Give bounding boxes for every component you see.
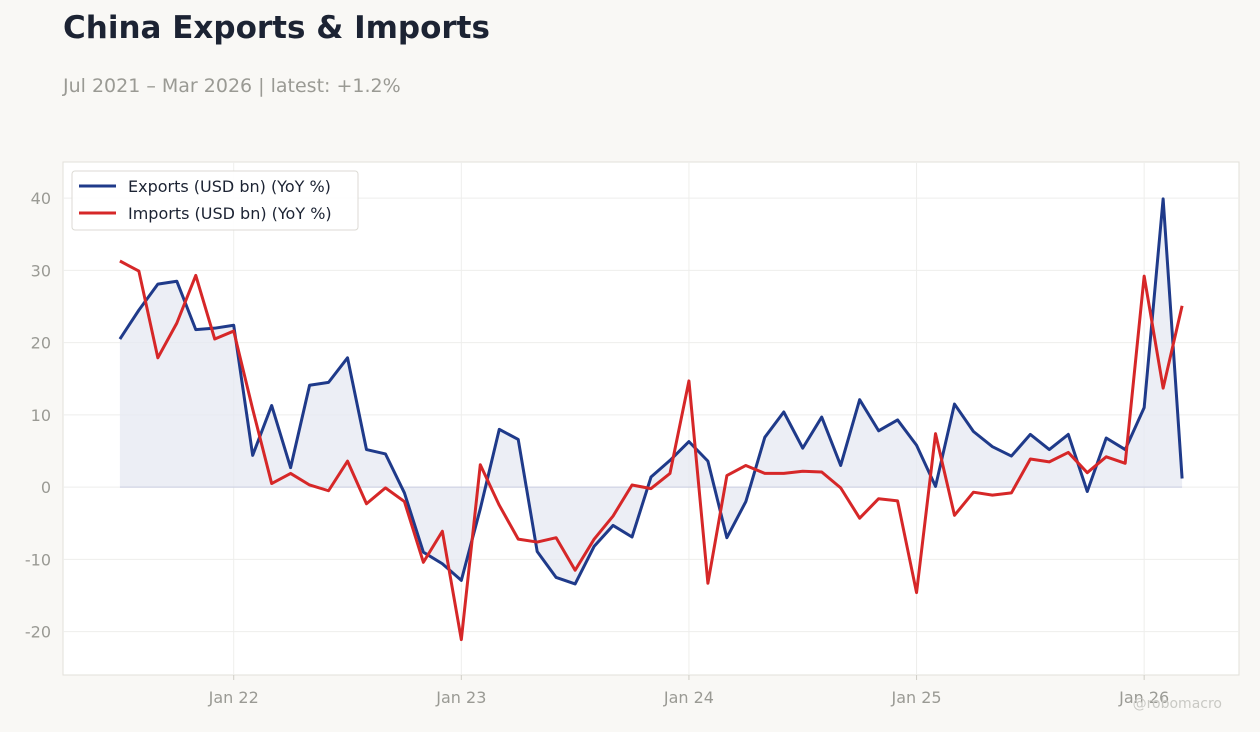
legend-label: Exports (USD bn) (YoY %)	[128, 177, 331, 196]
exports-line	[118, 197, 1184, 586]
legend: Exports (USD bn) (YoY %) Imports (USD bn)…	[71, 170, 359, 231]
y-tick-label: 30	[31, 261, 51, 280]
plot-background	[62, 161, 1240, 676]
y-tick-label: 40	[31, 189, 51, 208]
imports-line	[119, 259, 1184, 642]
chart-subtitle: Jul 2021 – Mar 2026 | latest: +1.2%	[63, 75, 401, 97]
watermark: @robomacro	[1132, 696, 1222, 712]
y-tick-label: 0	[41, 478, 51, 497]
y-tick-label: -10	[25, 550, 51, 569]
x-tick-label: Jan 24	[663, 688, 714, 707]
chart-title: China Exports & Imports	[63, 10, 490, 46]
y-tick-label: 20	[31, 334, 51, 353]
y-tick-label: -20	[25, 623, 51, 642]
x-tick-label: Jan 22	[208, 688, 259, 707]
legend-label: Imports (USD bn) (YoY %)	[128, 204, 332, 223]
y-tick-label: 10	[31, 406, 51, 425]
x-tick-label: Jan 26	[1118, 688, 1169, 707]
legend-box	[71, 170, 359, 231]
exports-area-fill	[119, 198, 1183, 584]
x-tick-label: Jan 25	[890, 688, 941, 707]
x-tick-label: Jan 23	[435, 688, 486, 707]
